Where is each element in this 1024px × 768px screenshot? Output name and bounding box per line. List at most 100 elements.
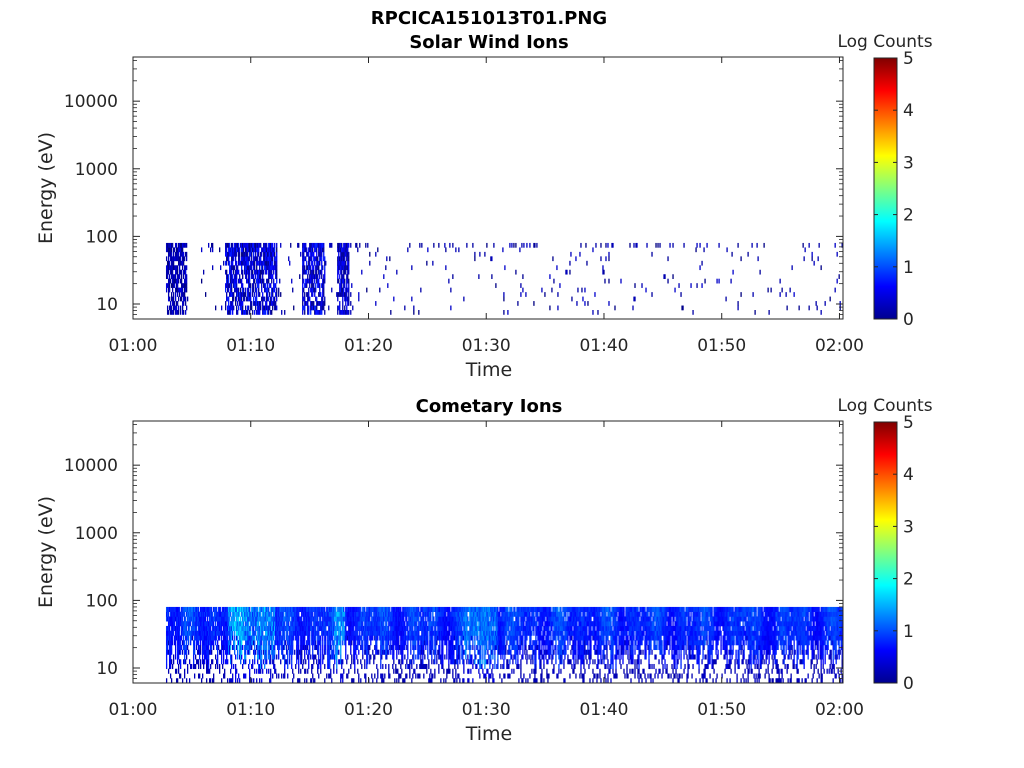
heatmap-cell [189, 630, 192, 636]
heatmap-cell [215, 611, 217, 617]
heatmap-cell [348, 242, 350, 248]
heatmap-cell [167, 260, 170, 266]
heatmap-cell [228, 621, 230, 627]
heatmap-cell [192, 611, 195, 617]
heatmap-cell [205, 292, 207, 297]
heatmap-cell [271, 296, 273, 302]
heatmap-cell [450, 305, 452, 311]
heatmap-cell [329, 640, 331, 646]
heatmap-cell [406, 606, 408, 612]
heatmap-cell [283, 611, 285, 617]
heatmap-cell [608, 278, 610, 284]
heatmap-cell [271, 644, 273, 651]
heatmap-cell [276, 256, 278, 262]
heatmap-cell [267, 256, 269, 262]
heatmap-cell [253, 287, 255, 293]
heatmap-cell [457, 606, 459, 612]
heatmap-cell [344, 269, 346, 275]
heatmap-cell [180, 296, 183, 302]
heatmap-cell [194, 616, 197, 622]
heatmap-cell [317, 242, 319, 248]
heatmap-cell [466, 635, 468, 641]
heatmap-cell [292, 649, 294, 655]
heatmap-cell [355, 606, 357, 612]
heatmap-cell [281, 616, 283, 622]
heatmap-cell [234, 640, 236, 646]
heatmap-cell [445, 611, 447, 617]
heatmap-cell [269, 269, 271, 275]
heatmap-cell [310, 274, 312, 280]
heatmap-cell [200, 606, 203, 612]
heatmap-cell [219, 616, 221, 622]
heatmap-cell [439, 640, 441, 646]
heatmap-cell [340, 283, 342, 288]
heatmap-cell [333, 663, 335, 670]
heatmap-cell [317, 301, 319, 306]
heatmap-cell [310, 269, 312, 275]
heatmap-cell [302, 611, 304, 617]
heatmap-cell [316, 260, 318, 266]
heatmap-cell [171, 640, 174, 646]
heatmap-cell [422, 621, 424, 627]
heatmap-cell [208, 659, 210, 665]
heatmap-cell [250, 635, 252, 641]
heatmap-cell [180, 283, 183, 288]
heatmap-cell [351, 611, 353, 617]
heatmap-cell [215, 606, 217, 612]
heatmap-cell [380, 630, 382, 636]
heatmap-cell [302, 269, 304, 275]
heatmap-cell [586, 260, 588, 266]
heatmap-cell [390, 625, 392, 632]
heatmap-cell [465, 635, 467, 641]
heatmap-cell [276, 265, 278, 271]
heatmap-cell [426, 630, 428, 636]
heatmap-cell [448, 635, 450, 641]
heatmap-cell [275, 292, 277, 297]
heatmap-cell [268, 630, 270, 636]
heatmap-cell [206, 668, 208, 674]
heatmap-cell [373, 611, 375, 617]
heatmap-cell [367, 635, 369, 641]
heatmap-cell [377, 649, 379, 655]
heatmap-cell [392, 606, 394, 612]
heatmap-cell [273, 644, 275, 651]
heatmap-cell [290, 630, 292, 636]
heatmap-cell [343, 242, 345, 248]
heatmap-cell [241, 305, 243, 311]
heatmap-cell [338, 625, 340, 632]
heatmap-cell [402, 635, 404, 641]
heatmap-cell [479, 649, 481, 655]
heatmap-cell [380, 673, 382, 679]
heatmap-cell [379, 630, 381, 636]
heatmap-cell [182, 283, 185, 288]
heatmap-cell [838, 274, 840, 280]
heatmap-cell [238, 278, 240, 284]
heatmap-cell [176, 640, 179, 646]
heatmap-cell [273, 659, 275, 665]
heatmap-cell [231, 278, 233, 284]
heatmap-cell [315, 305, 317, 311]
heatmap-cell [441, 654, 443, 660]
heatmap-cell [180, 621, 183, 627]
heatmap-cell [408, 611, 410, 617]
heatmap-cell [384, 611, 386, 617]
heatmap-cell [304, 678, 306, 683]
heatmap-cell [247, 247, 249, 253]
heatmap-cell [210, 678, 212, 683]
heatmap-cell [238, 287, 240, 293]
heatmap-cell [468, 630, 470, 636]
heatmap-cell [450, 654, 452, 660]
heatmap-cell [397, 625, 399, 632]
heatmap-cell [409, 668, 411, 674]
heatmap-cell [273, 635, 275, 641]
heatmap-cell [268, 611, 270, 617]
heatmap-cell [357, 625, 359, 632]
heatmap-cell [431, 673, 433, 679]
heatmap-cell [179, 251, 182, 257]
heatmap-cell [240, 301, 242, 306]
heatmap-cell [177, 621, 180, 627]
heatmap-cell [181, 292, 184, 297]
heatmap-cell [380, 635, 382, 641]
heatmap-cell [325, 644, 327, 651]
heatmap-cell [481, 606, 483, 612]
